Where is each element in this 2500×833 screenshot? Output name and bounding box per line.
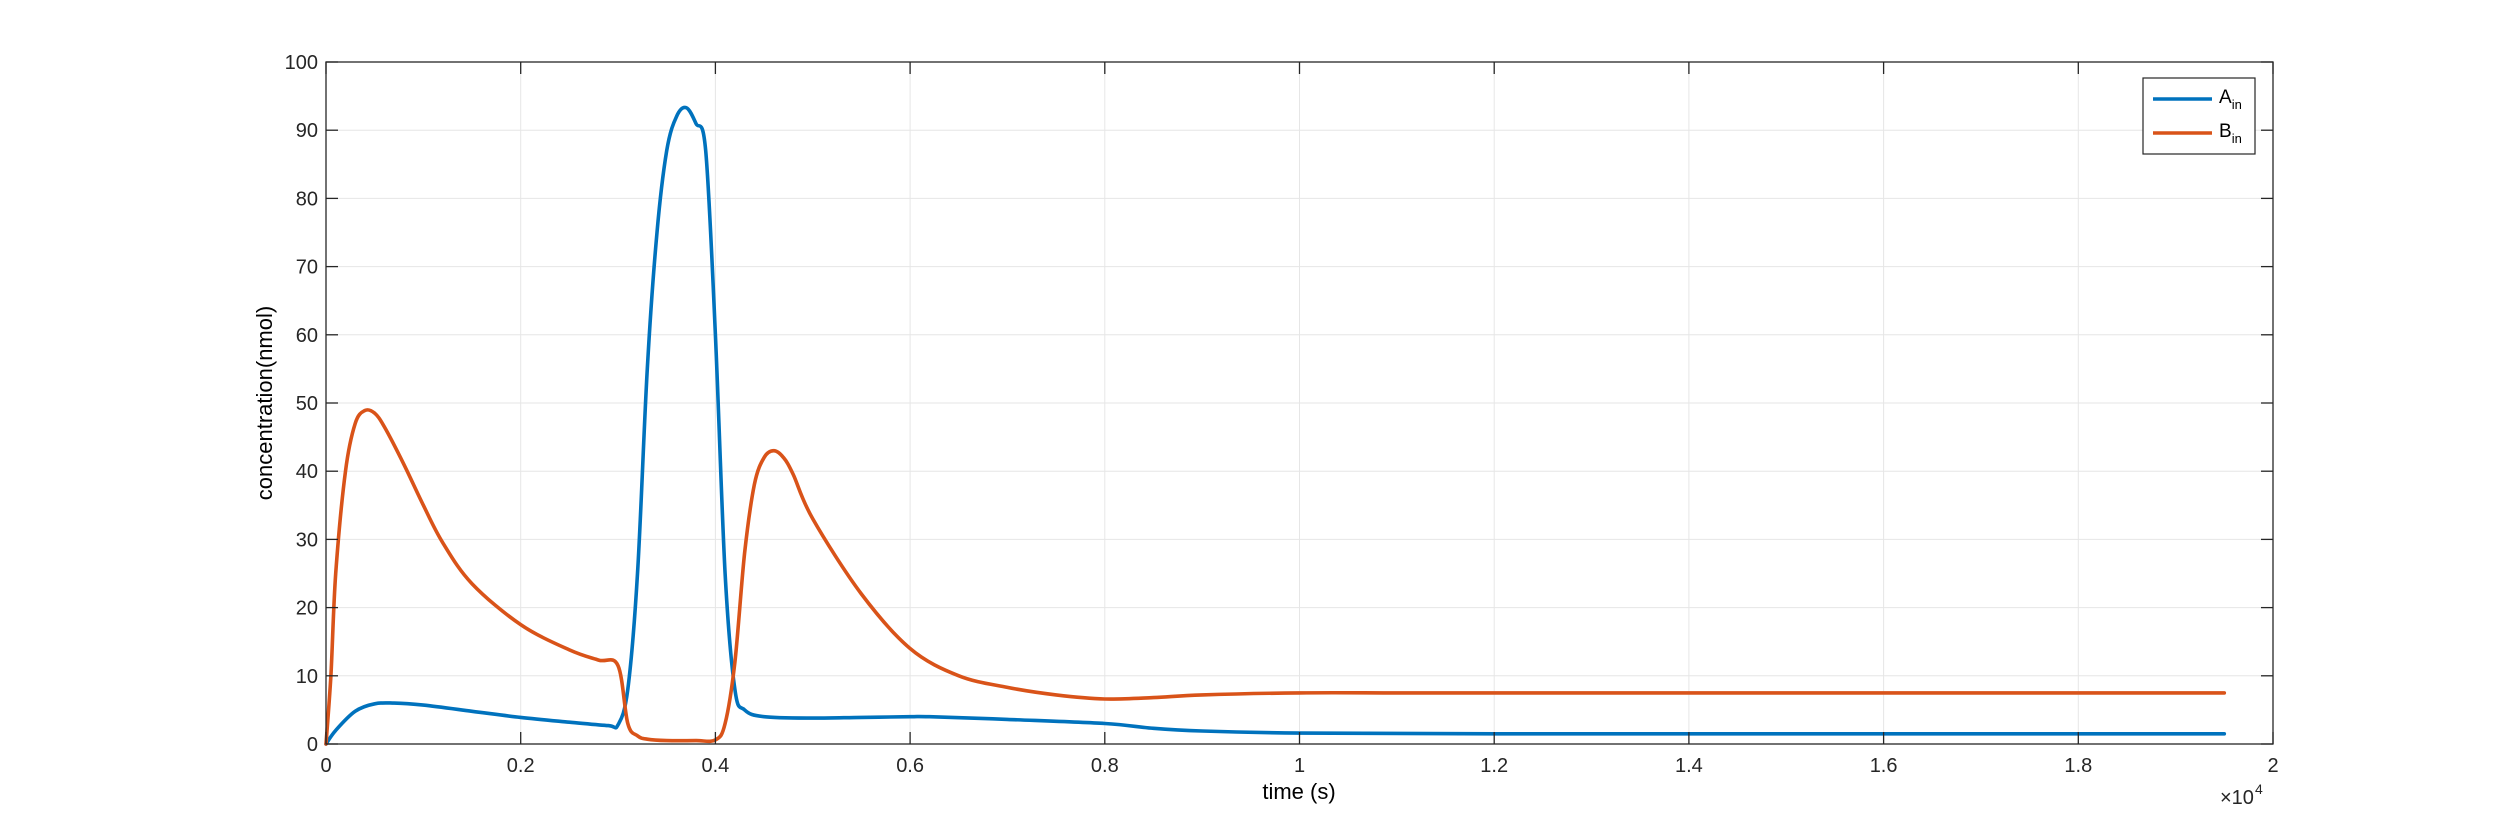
y-tick-label: 40 (296, 461, 318, 483)
svg-text:×10: ×10 (2220, 787, 2254, 809)
x-tick-label: 0.4 (701, 755, 729, 777)
x-exponent-label: ×10 4 (2220, 781, 2263, 809)
svg-text:4: 4 (2255, 781, 2263, 797)
x-tick-label: 0.6 (896, 755, 924, 777)
legend-label-a-in: Ain (2219, 87, 2242, 112)
legend-label-b-in: Bin (2219, 121, 2242, 146)
y-tick-labels: 0 10 20 30 40 50 60 70 80 90 100 (285, 52, 318, 756)
x-tick-label: 1.6 (1870, 755, 1898, 777)
series-line-a-in (324, 105, 2227, 746)
y-axis-label: concentration(nmol) (252, 306, 277, 500)
y-tick-label: 70 (296, 257, 318, 279)
series-line-b-in (324, 408, 2227, 746)
y-tick-label: 30 (296, 529, 318, 551)
y-tick-label: 10 (296, 666, 318, 688)
x-tick-label: 1.8 (2064, 755, 2092, 777)
y-tick-label: 60 (296, 325, 318, 347)
series-lines (324, 105, 2227, 746)
x-tick-label: 0.2 (507, 755, 535, 777)
x-tick-labels: 0 0.2 0.4 0.6 0.8 1 1.2 1.4 1.6 1.8 2 (320, 755, 2278, 777)
x-tick-label: 1.2 (1480, 755, 1508, 777)
x-tick-label: 2 (2267, 755, 2278, 777)
x-tick-label: 0 (320, 755, 331, 777)
x-tick-label: 0.8 (1091, 755, 1119, 777)
y-tick-label: 0 (307, 734, 318, 756)
x-axis-label: time (s) (1262, 779, 1335, 804)
y-tick-label: 20 (296, 598, 318, 620)
y-tick-label: 50 (296, 393, 318, 415)
axis-ticks (325, 61, 2274, 745)
y-tick-label: 80 (296, 188, 318, 210)
x-tick-label: 1.4 (1675, 755, 1703, 777)
x-tick-label: 1 (1294, 755, 1305, 777)
legend: Ain Bin (2142, 77, 2256, 155)
legend-box (2142, 77, 2256, 155)
y-tick-label: 100 (285, 52, 318, 74)
y-tick-label: 90 (296, 120, 318, 142)
